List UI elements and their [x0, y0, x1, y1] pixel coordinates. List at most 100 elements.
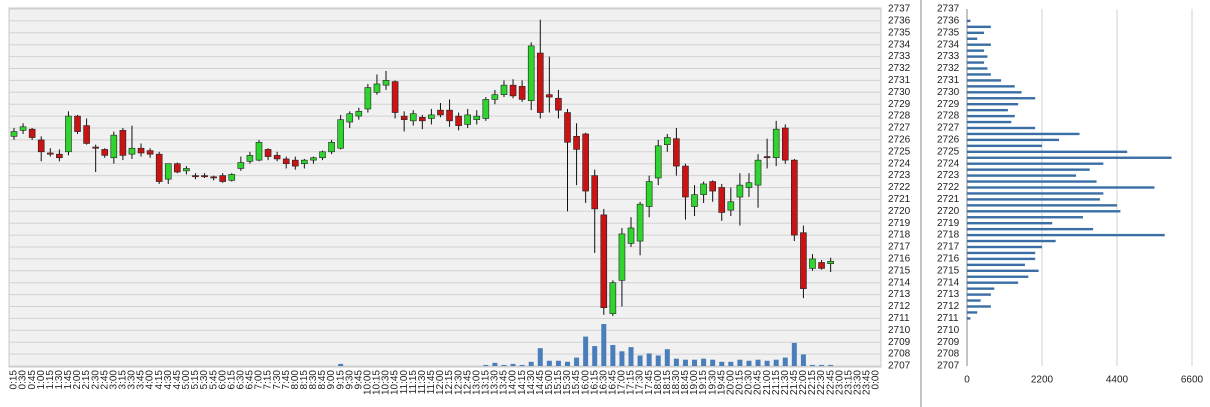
candle-body	[183, 168, 190, 172]
y-tick-label: 2737	[937, 4, 960, 15]
candle-body	[264, 149, 272, 157]
x-tick-label: 2:15	[81, 370, 92, 390]
x-tick-label: 0:30	[18, 370, 29, 390]
volume-bar	[601, 324, 607, 366]
candle-body	[146, 150, 154, 155]
y-tick-label: 2709	[888, 337, 911, 348]
volume-bar	[528, 361, 534, 366]
x-tick-label: 7:15	[263, 370, 274, 390]
y-tick-label: 2718	[937, 230, 960, 241]
x-tick-label: 11:30	[417, 370, 428, 395]
volume-bar	[583, 336, 589, 366]
candle-body	[400, 115, 408, 120]
y-tick-label: 2710	[937, 325, 960, 336]
candle-body	[210, 176, 217, 179]
candle-body	[101, 149, 109, 156]
y-tick-label: 2736	[888, 16, 911, 27]
x-tick-label: 14:45	[535, 370, 546, 395]
x-tick-label: 5:00	[181, 370, 192, 390]
y-tick-label: 2707	[937, 361, 960, 372]
x-tick-label: 18:00	[653, 370, 664, 395]
y-tick-label: 2723	[937, 170, 960, 181]
candle-body	[709, 181, 716, 192]
profile-bar	[967, 186, 1155, 189]
y-tick-label: 2715	[937, 265, 960, 276]
x-tick-label: 8:00	[290, 370, 301, 390]
y-tick-label: 2721	[888, 194, 911, 205]
profile-bar	[967, 257, 1036, 261]
x-tick-label: 11:15	[408, 370, 419, 395]
x-tick-label: 18:30	[671, 370, 682, 395]
x-tick-label: 21:00	[762, 370, 773, 395]
candle-body	[237, 162, 245, 169]
candle-body	[673, 138, 680, 167]
candle-body	[19, 126, 27, 131]
candle-body	[700, 183, 707, 195]
y-tick-label: 2718	[888, 230, 911, 241]
candle-body	[319, 151, 326, 159]
y-tick-label: 2714	[937, 277, 960, 288]
x-tick-label: 1:15	[45, 370, 56, 390]
y-tick-label: 2730	[937, 87, 960, 98]
y-tick-label: 2710	[888, 325, 911, 336]
candle-body	[56, 153, 63, 159]
profile-bar	[967, 79, 1002, 82]
profile-bar	[967, 311, 978, 314]
candle-body	[645, 181, 653, 207]
x-tick-label: 1:30	[54, 370, 65, 390]
y-tick-label: 2728	[937, 111, 960, 122]
candle-body	[137, 147, 145, 154]
x-tick-label: 16:45	[608, 370, 619, 395]
candle-body	[800, 232, 807, 289]
y-tick-label: 2716	[937, 254, 960, 265]
profile-bar	[967, 91, 1022, 94]
profile-bar	[967, 227, 1094, 231]
candle-body	[509, 84, 517, 97]
x-tick-label: 6:00	[217, 370, 228, 390]
x-tick-label: 14:15	[517, 370, 528, 395]
y-tick-label: 2727	[937, 123, 960, 134]
candle-body	[763, 156, 771, 159]
candle-body	[10, 131, 18, 137]
volume-bar	[492, 362, 498, 366]
x-tick-label: 0	[964, 375, 970, 386]
x-tick-label: 0:45	[27, 370, 38, 390]
x-tick-label: 3:15	[118, 370, 129, 390]
y-tick-label: 2719	[888, 218, 911, 229]
y-tick-label: 2734	[937, 39, 960, 50]
y-tick-label: 2720	[937, 206, 960, 217]
candle-body	[282, 158, 290, 165]
volume-bar	[701, 358, 707, 366]
candle-body	[491, 94, 499, 100]
candle-body	[228, 174, 236, 181]
x-tick-label: 15:45	[571, 370, 582, 395]
candle-body	[382, 80, 390, 86]
candle-body	[65, 115, 72, 153]
x-tick-label: 15:00	[544, 370, 555, 395]
y-tick-label: 2733	[888, 51, 911, 62]
volume-bar	[809, 364, 815, 366]
profile-bar	[967, 120, 1012, 124]
y-tick-label: 2733	[937, 51, 960, 62]
profile-bar	[967, 275, 1029, 278]
x-tick-label: 0:15	[9, 370, 20, 390]
y-tick-label: 2715	[888, 265, 911, 276]
candle-body	[192, 175, 199, 178]
y-tick-label: 2721	[937, 194, 960, 205]
x-tick-label: 20:30	[744, 370, 755, 395]
candle-body	[727, 201, 735, 211]
candle-body	[110, 134, 118, 159]
x-tick-label: 3:30	[127, 370, 138, 390]
x-tick-label: 18:15	[662, 370, 673, 395]
profile-bar	[967, 61, 985, 64]
x-tick-label: 0:00	[871, 370, 882, 390]
candle-body	[600, 214, 608, 308]
y-tick-label: 2731	[937, 75, 960, 86]
volume-bar	[664, 349, 670, 366]
x-tick-label: 23:15	[843, 370, 854, 395]
y-tick-label: 2719	[937, 218, 960, 229]
y-tick-label: 2722	[937, 182, 960, 193]
x-tick-label: 2:30	[90, 370, 101, 390]
y-tick-label: 2732	[888, 63, 911, 74]
